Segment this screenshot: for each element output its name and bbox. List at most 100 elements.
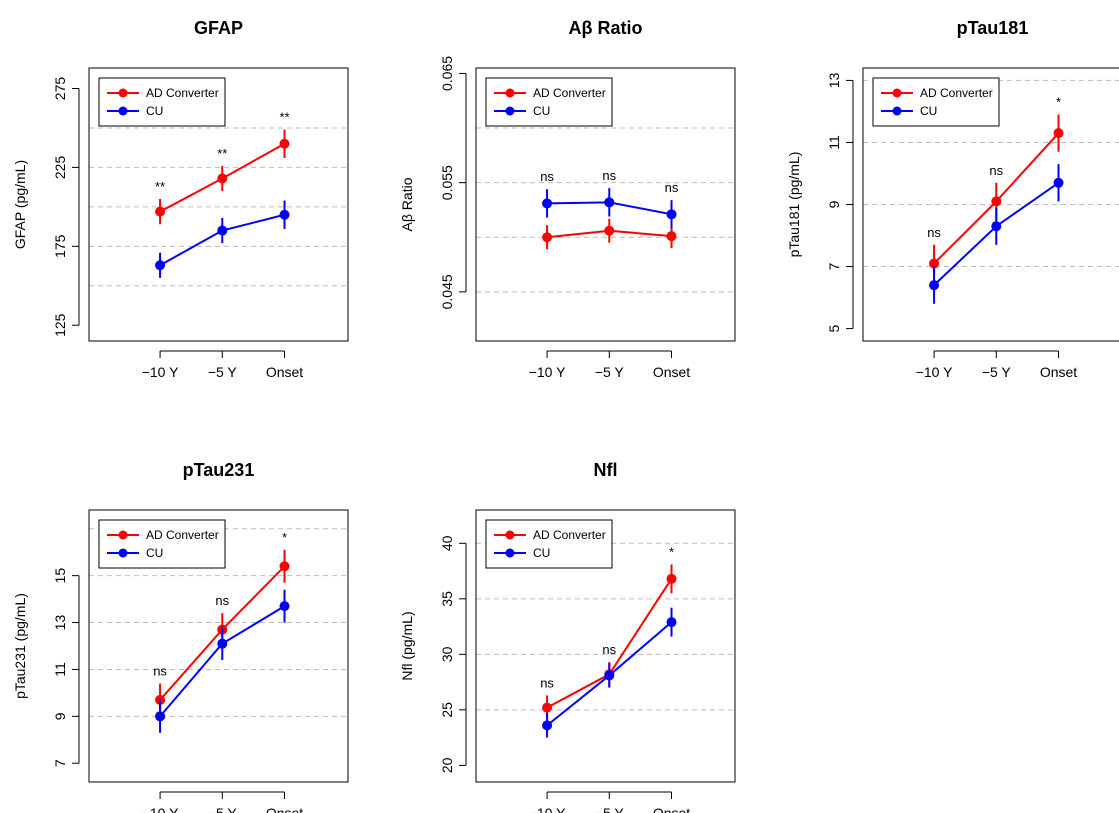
y-tick-label: 25 xyxy=(439,702,455,718)
data-point xyxy=(279,601,290,612)
panel-2: Aβ Ratio 0.045 0.055 0.065 Aβ Ratio −10 Y −5 Y… xyxy=(399,18,736,380)
data-point xyxy=(542,232,553,243)
legend-marker xyxy=(505,106,515,116)
y-tick-label: 225 xyxy=(52,156,68,180)
data-point xyxy=(666,617,677,628)
y-tick-label: 7 xyxy=(826,262,842,270)
significance-label: ns xyxy=(153,664,167,679)
y-tick-label: 0.065 xyxy=(439,56,455,91)
x-tick-label: −10 Y xyxy=(529,364,566,380)
legend-label: AD Converter xyxy=(146,86,219,100)
chart-title: pTau181 xyxy=(957,18,1029,38)
data-point xyxy=(1053,177,1064,188)
significance-label: ns xyxy=(602,642,616,657)
plot-frame xyxy=(88,67,349,342)
data-point xyxy=(929,258,940,269)
significance-label: ns xyxy=(602,168,616,183)
legend-box xyxy=(485,77,613,127)
legend-marker xyxy=(505,530,515,540)
significance-label: ns xyxy=(215,593,229,608)
legend-label: CU xyxy=(146,546,163,560)
significance-label: * xyxy=(669,544,674,559)
legend-label: CU xyxy=(146,104,163,118)
significance-label: * xyxy=(282,530,287,545)
data-point xyxy=(542,198,553,209)
x-tick-label: −5 Y xyxy=(208,805,238,813)
data-point xyxy=(217,225,228,236)
y-tick-label: 175 xyxy=(52,234,68,258)
data-point xyxy=(604,197,615,208)
y-axis-title: GFAP (pg/mL) xyxy=(12,160,28,249)
legend-box xyxy=(98,77,226,127)
panel-5: Nfl 20 25 30 35 40 Nfl (pg/mL) −10 Y −5 Y Onset ns… xyxy=(399,460,736,813)
data-point xyxy=(279,209,290,220)
data-point xyxy=(929,280,940,291)
x-tick-label: −10 Y xyxy=(916,364,953,380)
significance-label: ** xyxy=(217,146,227,161)
data-point xyxy=(279,138,290,149)
y-tick-label: 275 xyxy=(52,77,68,101)
y-tick-label: 9 xyxy=(826,200,842,208)
significance-label: ns xyxy=(665,180,679,195)
significance-label: ** xyxy=(155,179,165,194)
x-tick-label: −5 Y xyxy=(595,364,625,380)
legend-label: AD Converter xyxy=(146,528,219,542)
y-tick-label: 125 xyxy=(52,313,68,337)
x-tick-label: −10 Y xyxy=(529,805,566,813)
legend-marker xyxy=(118,530,128,540)
y-axis-title: pTau231 (pg/mL) xyxy=(12,593,28,699)
legend-label: CU xyxy=(920,104,937,118)
legend-box xyxy=(872,77,1000,127)
x-tick-label: Onset xyxy=(653,805,690,813)
data-point xyxy=(604,670,615,681)
y-axis-title: Aβ Ratio xyxy=(399,177,415,231)
legend-label: AD Converter xyxy=(533,86,606,100)
legend-marker xyxy=(892,88,902,98)
significance-label: * xyxy=(1056,95,1061,110)
panel-1: GFAP 125 175 225 275 GFAP (pg/mL) −10 Y −5 Y Ons… xyxy=(12,18,349,380)
chart-title: pTau231 xyxy=(183,460,255,480)
legend-marker xyxy=(505,548,515,558)
y-tick-label: 7 xyxy=(52,759,68,767)
y-tick-label: 5 xyxy=(826,324,842,332)
legend-marker xyxy=(118,106,128,116)
panel-4: pTau231 7 9 11 13 15 pTau231 (pg/mL) −10 Y −5 Y O… xyxy=(12,460,349,813)
y-tick-label: 0.045 xyxy=(439,274,455,309)
x-tick-label: Onset xyxy=(266,805,303,813)
legend-label: AD Converter xyxy=(533,528,606,542)
legend-marker xyxy=(118,88,128,98)
data-point xyxy=(666,231,677,242)
significance-label: ns xyxy=(540,169,554,184)
data-point xyxy=(279,561,290,572)
chart-title: Aβ Ratio xyxy=(569,18,643,38)
plot-frame xyxy=(862,67,1119,342)
y-axis-title: pTau181 (pg/mL) xyxy=(786,152,802,258)
legend-label: CU xyxy=(533,546,550,560)
data-point xyxy=(991,196,1002,207)
legend-label: CU xyxy=(533,104,550,118)
legend-box xyxy=(98,519,226,569)
x-tick-label: −5 Y xyxy=(595,805,625,813)
y-tick-label: 15 xyxy=(52,568,68,584)
data-point xyxy=(1053,128,1064,139)
data-point xyxy=(666,573,677,584)
data-point xyxy=(604,225,615,236)
y-axis-title: Nfl (pg/mL) xyxy=(399,611,415,680)
plot-frame xyxy=(475,67,736,342)
y-tick-label: 13 xyxy=(52,615,68,631)
plot-frame xyxy=(475,509,736,783)
legend-marker xyxy=(505,88,515,98)
legend: AD Converter CU xyxy=(98,519,226,569)
significance-label: ns xyxy=(989,163,1003,178)
x-tick-label: Onset xyxy=(653,364,690,380)
legend-marker xyxy=(892,106,902,116)
y-tick-label: 30 xyxy=(439,646,455,662)
significance-label: ** xyxy=(279,110,289,125)
plot-frame xyxy=(88,509,349,783)
x-tick-label: Onset xyxy=(1040,364,1077,380)
legend-marker xyxy=(118,548,128,558)
x-tick-label: −10 Y xyxy=(142,364,179,380)
y-tick-label: 11 xyxy=(826,135,842,150)
legend: AD Converter CU xyxy=(98,77,226,127)
